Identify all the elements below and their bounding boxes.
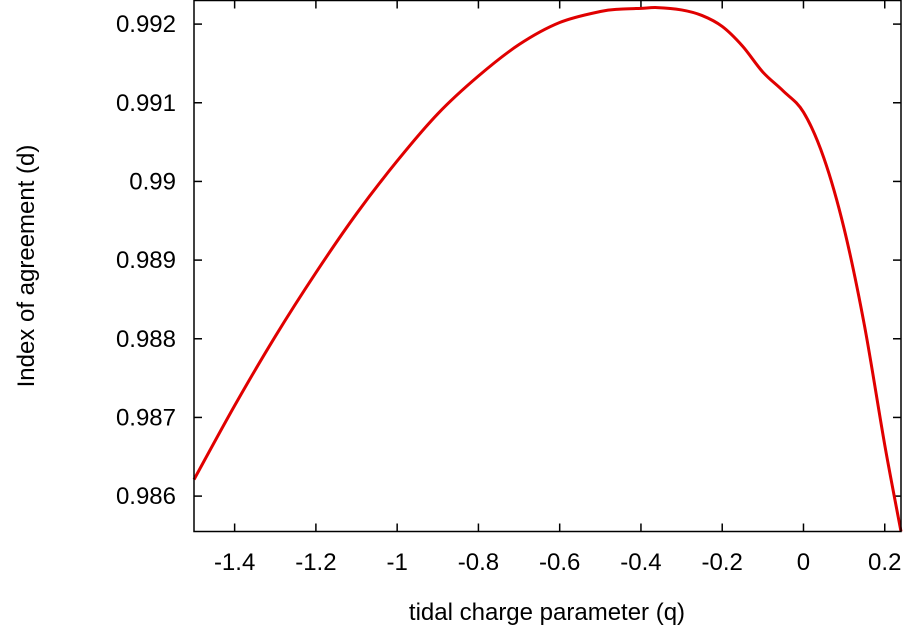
y-tick-label: 0.988 [116,326,176,353]
y-tick-label: 0.991 [116,90,176,117]
x-tick-label: -1.4 [214,549,255,576]
x-tick-label: 0 [797,549,810,576]
x-tick-label: -0.2 [702,549,743,576]
x-tick-label: -1.2 [295,549,336,576]
series-layer [192,6,903,532]
x-tick-label: -0.8 [458,549,499,576]
x-tick-label: -1 [386,549,407,576]
x-tick-label: -0.6 [539,549,580,576]
x-tick-label: -0.4 [620,549,661,576]
y-tick-label: 0.989 [116,247,176,274]
y-tick-label: 0.987 [116,404,176,431]
y-tick-label: 0.99 [129,168,176,195]
plot-frame [193,0,902,533]
tick-labels: -1.4 -1.2 -1 -0.8 -0.6 -0.4 -0.2 0 0.2 0.986 0.987… [116,11,901,576]
series-line [192,6,903,532]
y-tick-label: 0.986 [116,483,176,510]
y-axis-title: Index of agreement (d) [13,145,40,388]
tick-marks [194,0,901,532]
x-axis-title: tidal charge parameter (q) [409,599,685,626]
x-tick-label: 0.2 [868,549,901,576]
y-tick-label: 0.992 [116,11,176,38]
